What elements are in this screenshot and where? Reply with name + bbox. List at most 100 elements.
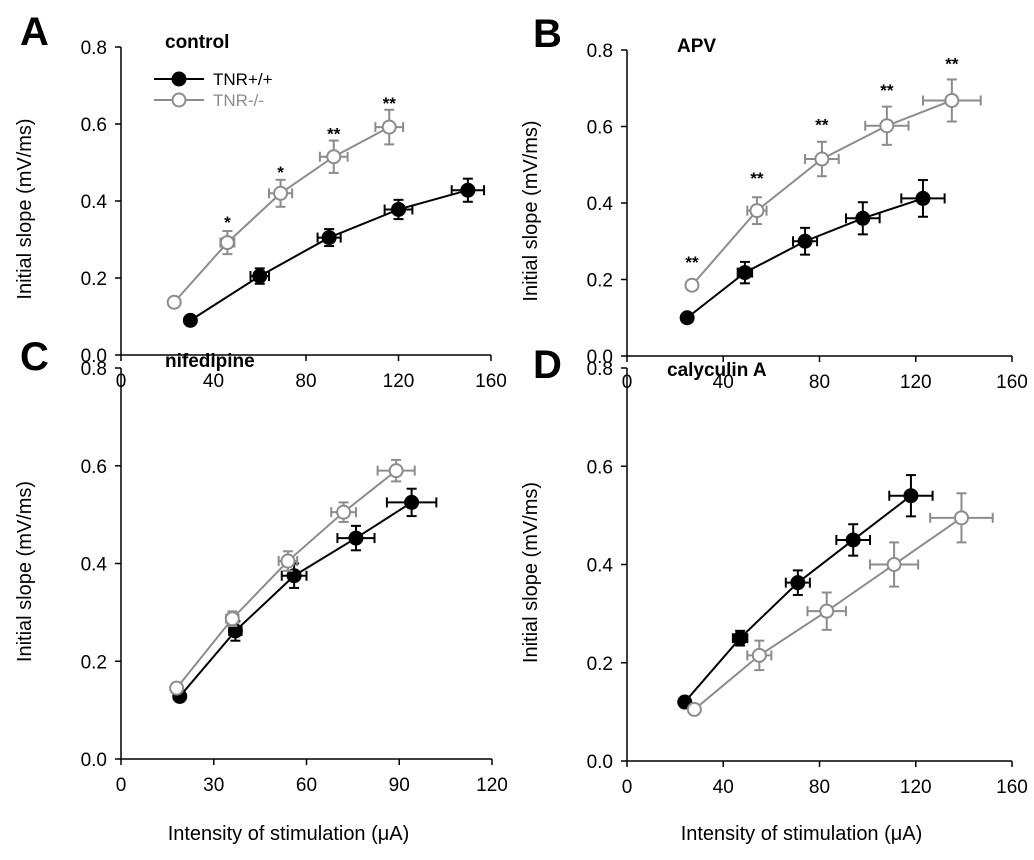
x-tick-label: 80	[809, 777, 830, 798]
significance-mark: *	[224, 213, 231, 232]
x-tick-label: 40	[713, 777, 734, 798]
data-point	[391, 201, 406, 217]
x-tick-label: 40	[713, 372, 734, 393]
data-point	[169, 680, 185, 696]
x-tick-label: 0	[116, 775, 127, 796]
y-tick-label: 0.0	[587, 347, 613, 368]
data-point	[404, 494, 420, 510]
y-axis-title: Initial slope (mV/ms)	[14, 481, 36, 662]
data-point	[336, 504, 352, 520]
legend-item: TNR+/+	[154, 70, 273, 89]
panel-title: calyculin A	[667, 360, 767, 381]
data-point	[280, 553, 296, 569]
y-tick-label: 0.4	[587, 194, 614, 215]
panel-title: control	[165, 32, 229, 53]
data-point	[737, 265, 753, 281]
data-point	[381, 119, 397, 135]
y-tick-label: 0.4	[81, 555, 108, 576]
data-point	[915, 190, 931, 206]
data-point	[819, 603, 835, 619]
significance-mark: **	[327, 125, 341, 144]
x-tick-label: 90	[389, 775, 410, 796]
x-tick-label: 120	[900, 777, 932, 798]
x-tick-label: 30	[203, 775, 224, 796]
data-point	[903, 488, 919, 504]
y-tick-label: 0.8	[587, 359, 613, 380]
data-point	[348, 530, 364, 546]
data-point	[677, 694, 693, 710]
panel-a: Acontrol0.00.20.40.60.804080120160Initia…	[14, 10, 507, 392]
data-point	[388, 463, 404, 479]
data-point	[855, 210, 871, 226]
data-point	[224, 611, 240, 627]
data-point	[953, 510, 969, 526]
y-tick-label: 0.8	[587, 41, 613, 62]
significance-mark: **	[880, 81, 894, 100]
legend-label: TNR+/+	[213, 70, 273, 89]
data-point	[749, 203, 765, 219]
data-point	[460, 182, 476, 198]
data-point	[686, 701, 702, 717]
series-line	[173, 126, 390, 303]
x-tick-label: 60	[296, 775, 317, 796]
data-point	[182, 312, 198, 328]
significance-mark: *	[277, 163, 284, 182]
data-point	[326, 149, 342, 165]
data-point	[886, 557, 902, 572]
y-tick-label: 0.2	[587, 654, 613, 675]
data-point	[790, 575, 806, 591]
series-tnr-ko	[169, 458, 416, 696]
y-tick-label: 0.2	[81, 269, 107, 290]
panel-letter: C	[20, 335, 49, 379]
data-point	[679, 310, 695, 326]
series-tnr-ko	[684, 78, 982, 293]
series-tnr-wt	[182, 177, 486, 328]
data-point	[751, 647, 767, 663]
data-point	[252, 268, 268, 284]
panel-title: nifedipine	[165, 351, 255, 372]
panel-letter: B	[533, 12, 562, 56]
series-line	[686, 197, 924, 319]
series-tnr-ko	[166, 108, 405, 310]
series-tnr-wt	[679, 179, 946, 326]
legend-item: TNR-/-	[154, 91, 264, 110]
x-tick-label: 120	[900, 372, 932, 393]
x-tick-label: 80	[295, 371, 316, 392]
y-tick-label: 0.6	[81, 115, 107, 136]
x-tick-label: 160	[996, 777, 1028, 798]
data-point	[321, 230, 337, 246]
series-tnr-wt	[677, 474, 934, 710]
x-tick-label: 160	[996, 372, 1028, 393]
legend-marker	[171, 71, 187, 87]
y-tick-label: 0.2	[587, 271, 613, 292]
y-tick-label: 0.8	[81, 38, 107, 59]
y-tick-label: 0.6	[587, 118, 613, 139]
y-tick-label: 0.4	[587, 556, 614, 577]
data-point	[684, 277, 700, 293]
y-tick-label: 0.4	[81, 192, 108, 213]
data-point	[286, 568, 302, 584]
data-point	[732, 630, 748, 646]
series-line	[178, 501, 413, 698]
y-tick-label: 0.8	[81, 359, 107, 380]
y-tick-label: 0.6	[587, 457, 613, 478]
x-tick-label: 120	[476, 775, 508, 796]
x-tick-label: 40	[203, 371, 224, 392]
data-point	[273, 185, 289, 201]
x-tick-label: 120	[383, 371, 415, 392]
legend: TNR+/+ TNR-/-	[154, 70, 273, 110]
y-tick-label: 0.2	[81, 652, 107, 673]
data-point	[814, 151, 830, 167]
data-point	[879, 118, 895, 134]
data-point	[845, 532, 861, 548]
x-axis-title: Intensity of stimulation (μA)	[681, 823, 923, 845]
x-tick-label: 0	[622, 777, 633, 798]
y-tick-label: 0.0	[81, 346, 107, 367]
data-point	[166, 294, 182, 310]
significance-mark: **	[815, 116, 829, 135]
series-line	[683, 494, 912, 703]
